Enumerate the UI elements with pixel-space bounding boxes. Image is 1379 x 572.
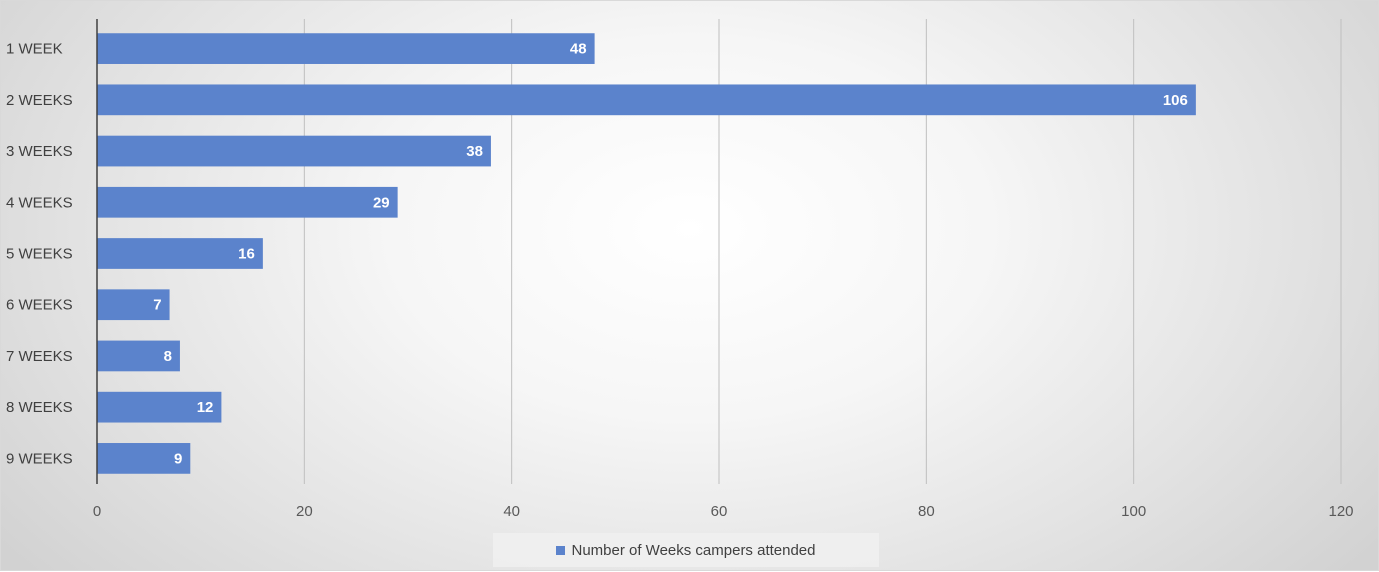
category-label-6: 6 WEEKS xyxy=(6,297,73,314)
category-label-1: 1 WEEK xyxy=(6,41,63,58)
category-label-4: 4 WEEKS xyxy=(6,194,73,211)
data-label-5: 16 xyxy=(238,246,255,263)
category-label-7: 7 WEEKS xyxy=(6,348,73,365)
category-label-5: 5 WEEKS xyxy=(6,246,73,263)
bar-4 xyxy=(97,186,398,218)
data-label-8: 12 xyxy=(197,399,214,416)
data-label-2: 106 xyxy=(1163,92,1188,109)
x-tick-label-100: 100 xyxy=(1121,503,1146,520)
x-axis-tick-labels: 0 20 40 60 80 100 120 xyxy=(93,503,1354,520)
legend: Number of Weeks campers attended xyxy=(493,533,879,567)
data-label-7: 8 xyxy=(164,348,172,365)
x-tick-label-120: 120 xyxy=(1328,503,1353,520)
category-label-2: 2 WEEKS xyxy=(6,92,73,109)
bar-3 xyxy=(97,135,491,167)
legend-swatch xyxy=(556,545,566,555)
bar-6 xyxy=(97,289,170,321)
bar-9 xyxy=(97,443,191,474)
data-label-9: 9 xyxy=(174,450,182,467)
category-label-9: 9 WEEKS xyxy=(6,450,73,467)
bar-8 xyxy=(97,391,222,423)
data-label-6: 7 xyxy=(153,297,161,314)
data-label-4: 29 xyxy=(373,194,390,211)
category-label-3: 3 WEEKS xyxy=(6,143,73,160)
bar-7 xyxy=(97,340,180,372)
data-label-3: 38 xyxy=(466,143,483,160)
bars: 48 106 38 29 16 7 8 12 9 xyxy=(97,33,1196,474)
category-label-8: 8 WEEKS xyxy=(6,399,73,416)
bar-2 xyxy=(97,84,1196,116)
bar-5 xyxy=(97,238,263,269)
category-labels: 1 WEEK 2 WEEKS 3 WEEKS 4 WEEKS 5 WEEKS 6 WEEK… xyxy=(6,41,73,468)
bar-1 xyxy=(97,33,595,64)
x-tick-label-40: 40 xyxy=(503,503,520,520)
legend-label: Number of Weeks campers attended xyxy=(571,541,816,559)
x-tick-label-0: 0 xyxy=(93,503,101,520)
x-tick-label-20: 20 xyxy=(296,503,313,520)
x-tick-label-60: 60 xyxy=(711,503,728,520)
data-label-1: 48 xyxy=(570,41,587,58)
x-tick-label-80: 80 xyxy=(918,503,935,520)
